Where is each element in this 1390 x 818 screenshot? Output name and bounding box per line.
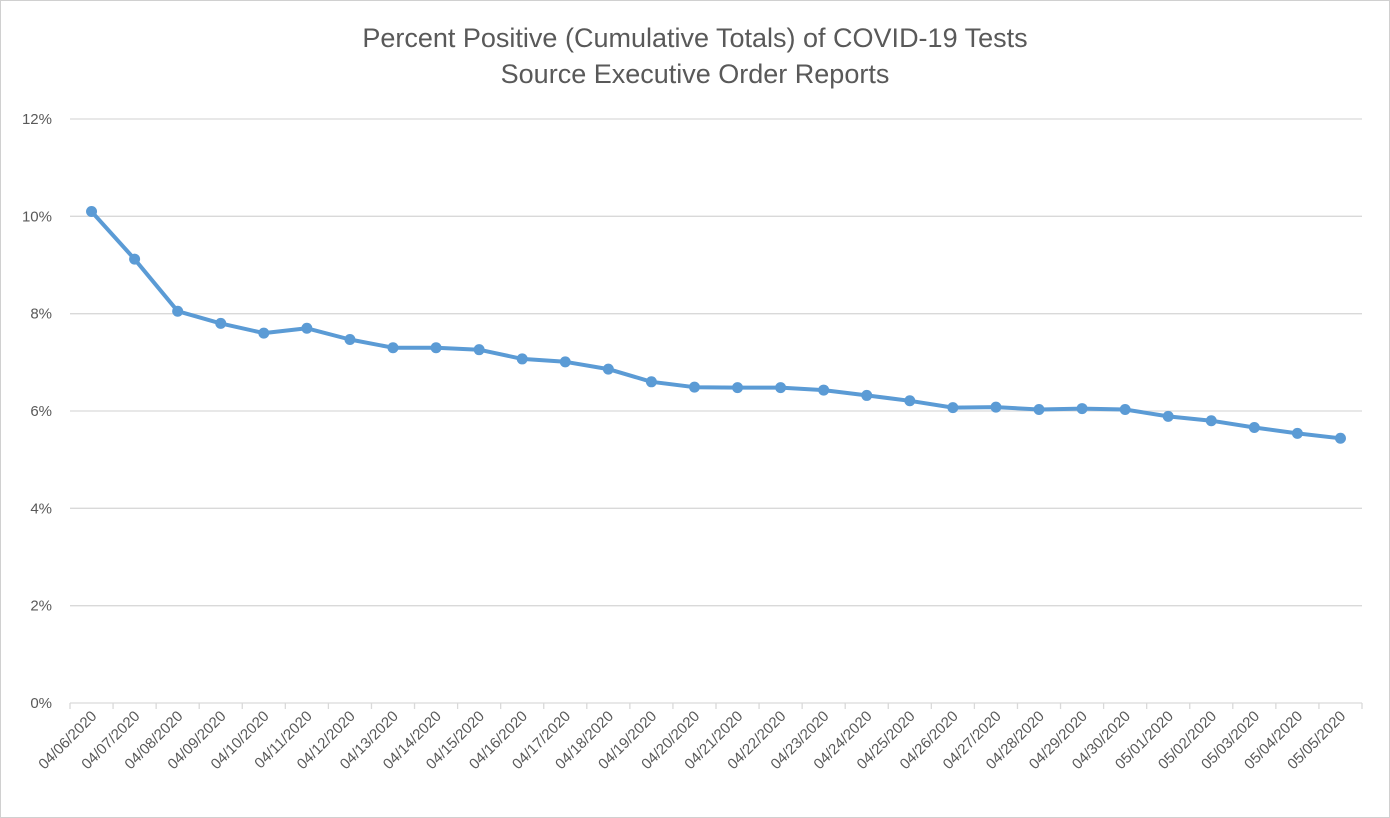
data-point <box>172 305 184 317</box>
data-point <box>301 322 313 334</box>
data-point <box>1119 404 1131 416</box>
data-point <box>947 402 959 414</box>
y-tick-label: 2% <box>30 598 52 615</box>
y-tick-label: 6% <box>30 403 52 420</box>
data-point <box>732 382 744 394</box>
y-tick-label: 8% <box>30 306 52 323</box>
data-point <box>1076 403 1088 415</box>
data-point <box>775 382 787 394</box>
y-tick-label: 4% <box>30 500 52 517</box>
data-point <box>559 356 571 368</box>
data-point <box>215 317 227 329</box>
data-point <box>861 389 873 401</box>
data-point <box>602 363 614 375</box>
data-point <box>516 353 528 365</box>
data-point <box>344 333 356 345</box>
data-point <box>1334 432 1346 444</box>
data-point <box>86 205 98 217</box>
chart-subtitle: Source Executive Order Reports <box>500 59 890 89</box>
y-axis-ticks: 0% 2% 4% 6% 8% 10% 12% <box>22 111 52 712</box>
data-point <box>1291 427 1303 439</box>
data-point <box>688 381 700 393</box>
data-point <box>904 395 916 407</box>
data-point <box>990 401 1002 413</box>
chart-title: Percent Positive (Cumulative Totals) of … <box>362 23 1028 53</box>
gridlines <box>70 118 1362 607</box>
y-tick-label: 0% <box>30 695 52 712</box>
data-point <box>473 344 485 356</box>
data-point <box>129 253 141 265</box>
y-tick-label: 10% <box>22 208 52 225</box>
data-point <box>1205 415 1217 427</box>
series-percent-positive <box>86 205 1346 444</box>
data-point <box>645 376 657 388</box>
data-point <box>1033 404 1045 416</box>
series-line <box>89 209 1343 441</box>
data-point <box>258 327 270 339</box>
data-point <box>818 384 830 396</box>
x-axis-ticks: 04/06/202004/07/202004/08/202004/09/2020… <box>35 708 1349 773</box>
y-tick-label: 12% <box>22 111 52 128</box>
data-point <box>1248 422 1260 434</box>
data-point <box>1162 410 1174 422</box>
x-axis <box>69 702 1363 709</box>
data-point <box>387 342 399 354</box>
data-point <box>430 342 442 354</box>
